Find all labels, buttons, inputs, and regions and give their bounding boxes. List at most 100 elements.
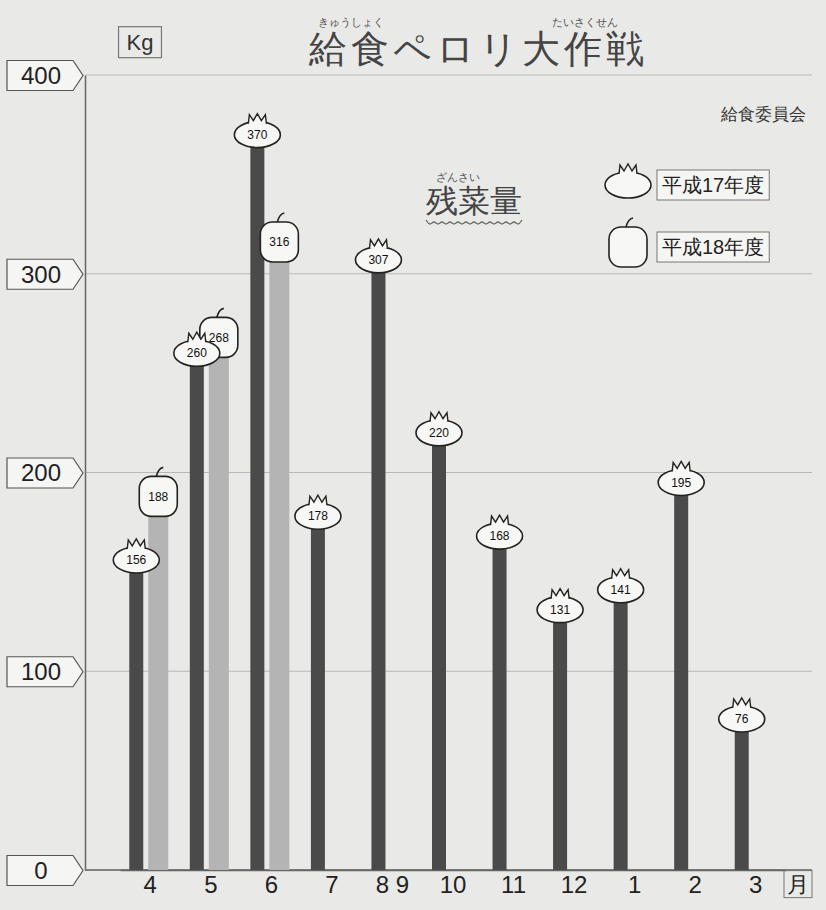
y-tick-label: 400 bbox=[21, 62, 61, 89]
data-label: 141 bbox=[611, 583, 631, 597]
y-axis: 0 100 200 300 400 bbox=[7, 61, 86, 886]
marker bbox=[609, 218, 647, 267]
marker-crown bbox=[248, 114, 266, 124]
markers bbox=[113, 114, 764, 732]
x-tick-label: 6 bbox=[265, 871, 278, 898]
marker bbox=[295, 495, 341, 529]
marker-body bbox=[658, 469, 704, 495]
data-label: 178 bbox=[308, 509, 328, 523]
marker-crown bbox=[619, 164, 637, 174]
marker-crown bbox=[551, 589, 569, 599]
marker-body bbox=[598, 577, 644, 603]
bar bbox=[432, 433, 446, 870]
annotation: 給食委員会 bbox=[720, 105, 806, 124]
marker-crown bbox=[309, 495, 327, 505]
bar bbox=[311, 516, 325, 870]
marker-body bbox=[139, 476, 177, 516]
y-tick-label: 300 bbox=[21, 261, 61, 288]
plot-area bbox=[113, 114, 764, 870]
y-tick: 100 bbox=[7, 657, 85, 687]
x-tick: 6 bbox=[265, 870, 278, 898]
marker-stem bbox=[217, 308, 224, 317]
subtitle-ruby: ざんさい bbox=[436, 171, 480, 183]
x-tick: 11 bbox=[501, 870, 526, 898]
title-ruby: きゅうしょく bbox=[318, 16, 384, 29]
marker-body bbox=[477, 523, 523, 549]
marker-crown bbox=[188, 332, 206, 342]
y-tick: 200 bbox=[7, 458, 85, 488]
x-tick: 3 bbox=[749, 870, 762, 898]
x-tick: 12 bbox=[561, 870, 588, 898]
chart-svg: 010020030040045678 9101112123月Kg給食ペロリ大作戦… bbox=[0, 0, 826, 910]
bar bbox=[553, 610, 567, 870]
bar bbox=[269, 242, 289, 870]
data-labels: 1882683161562603701783072201681311411957… bbox=[126, 128, 748, 726]
marker-body bbox=[537, 597, 583, 623]
y-tick-tag bbox=[7, 458, 83, 488]
marker-body bbox=[605, 172, 651, 198]
marker bbox=[477, 515, 523, 549]
data-label: 307 bbox=[368, 253, 388, 267]
legend-label-box bbox=[657, 232, 769, 262]
data-label: 195 bbox=[671, 476, 691, 490]
data-label: 168 bbox=[490, 529, 510, 543]
x-tick: 1 bbox=[628, 870, 641, 898]
y-tick: 0 bbox=[7, 856, 85, 886]
y-tick-tag bbox=[7, 657, 83, 687]
marker-body bbox=[355, 247, 401, 273]
bar bbox=[190, 353, 204, 870]
bar bbox=[674, 482, 688, 870]
x-tick: 5 bbox=[204, 870, 217, 898]
grid-line bbox=[85, 273, 812, 274]
marker-body bbox=[260, 222, 298, 262]
x-axis-title-box bbox=[784, 871, 812, 898]
title: 給食ペロリ大作戦 bbox=[308, 28, 648, 70]
x-tick-label: 12 bbox=[561, 871, 588, 898]
data-label: 316 bbox=[269, 235, 289, 249]
x-tick-label: 8 9 bbox=[376, 871, 409, 898]
marker-body bbox=[609, 227, 647, 267]
marker-stem bbox=[626, 218, 633, 227]
y-tick-label: 100 bbox=[21, 658, 61, 685]
data-label: 76 bbox=[735, 712, 749, 726]
legend-item: 平成18年度 bbox=[609, 218, 769, 267]
y-tick-tag bbox=[7, 856, 83, 886]
bar bbox=[493, 536, 507, 870]
x-tick: 7 bbox=[325, 870, 338, 898]
legend-item: 平成17年度 bbox=[605, 164, 769, 200]
x-tick: 2 bbox=[689, 870, 702, 898]
x-tick-label: 3 bbox=[749, 871, 762, 898]
marker-crown bbox=[672, 461, 690, 471]
marker-crown bbox=[127, 539, 145, 549]
marker bbox=[355, 239, 401, 273]
marker bbox=[234, 114, 280, 148]
subtitle: 残菜量 bbox=[426, 183, 522, 219]
marker bbox=[416, 412, 462, 446]
marker bbox=[537, 589, 583, 623]
marker-body bbox=[295, 503, 341, 529]
data-label: 268 bbox=[209, 331, 229, 345]
legend-label-box bbox=[657, 170, 769, 200]
marker-stem bbox=[277, 213, 284, 222]
marker-crown bbox=[491, 515, 509, 525]
bar bbox=[735, 719, 749, 870]
x-axis: 45678 9101112123 bbox=[121, 870, 787, 898]
bar bbox=[371, 260, 385, 870]
y-tick-label: 0 bbox=[34, 857, 47, 884]
marker bbox=[719, 698, 765, 732]
x-tick: 8 9 bbox=[376, 870, 409, 898]
x-tick-label: 2 bbox=[689, 871, 702, 898]
grid bbox=[85, 75, 812, 870]
marker bbox=[113, 539, 159, 573]
marker-body bbox=[234, 122, 280, 148]
marker-body bbox=[719, 706, 765, 732]
background bbox=[0, 0, 826, 910]
x-tick-label: 1 bbox=[628, 871, 641, 898]
marker-crown bbox=[612, 569, 630, 579]
grid-line bbox=[85, 74, 812, 75]
bar bbox=[129, 560, 143, 870]
marker bbox=[598, 569, 644, 603]
x-tick-label: 10 bbox=[440, 871, 467, 898]
marker bbox=[605, 164, 651, 198]
marker-body bbox=[416, 420, 462, 446]
